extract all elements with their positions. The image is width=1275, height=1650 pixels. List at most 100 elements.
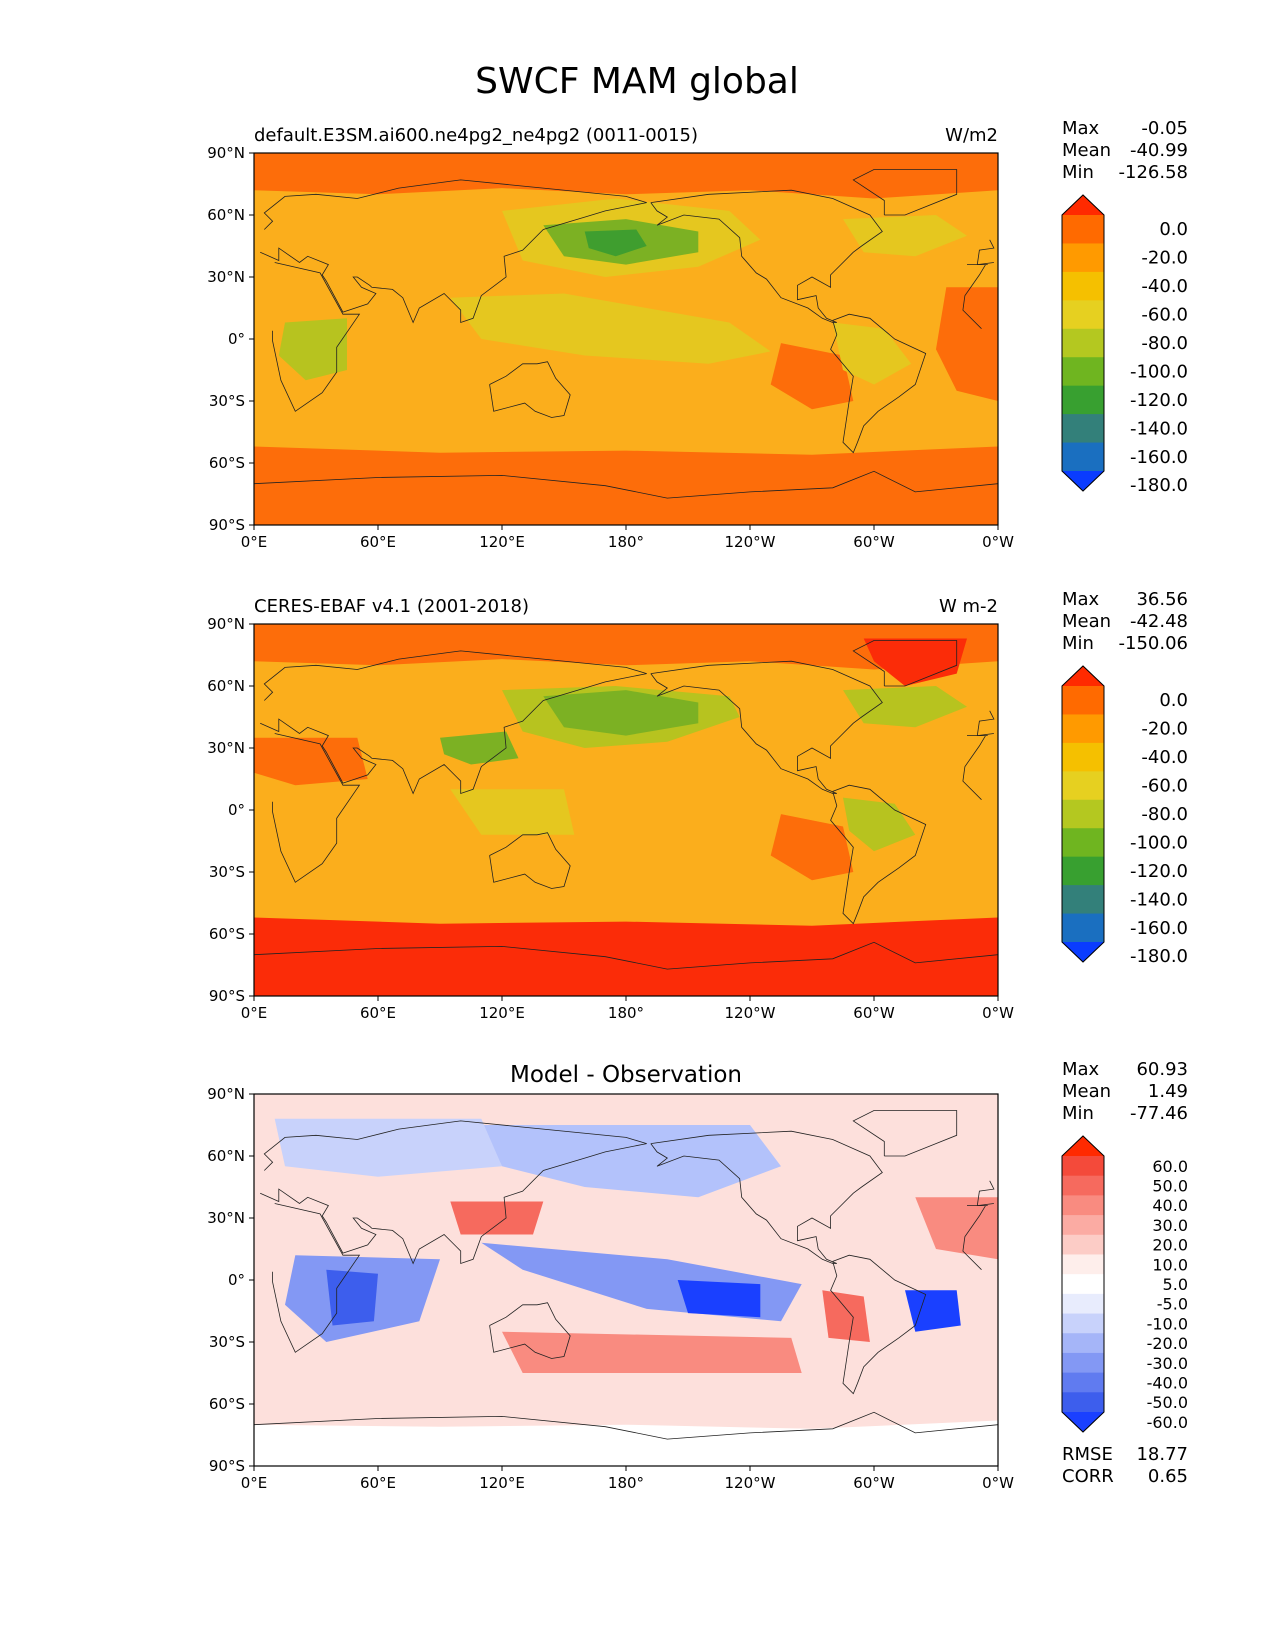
field-south-atlantic-core	[905, 1290, 961, 1332]
colorbar-segment	[1062, 271, 1104, 301]
colorbar-tick-label: 0.0	[1159, 219, 1188, 240]
x-tick-label: 60°E	[360, 1004, 396, 1022]
colorbar-tick-label: -30.0	[1147, 1354, 1188, 1373]
y-tick-label: 30°N	[207, 739, 245, 757]
y-tick-label: 90°S	[209, 1457, 245, 1475]
stat-label: Min	[1062, 633, 1094, 654]
stat-label: Min	[1062, 1103, 1094, 1124]
field-east-pacific-stratocumulus	[770, 814, 854, 881]
y-tick-label: 30°S	[209, 392, 245, 410]
colorbar-outline	[1061, 665, 1105, 963]
stat-label: Min	[1062, 162, 1094, 183]
colorbar-tick-label: -140.0	[1130, 418, 1188, 439]
stat-value: -0.05	[1141, 118, 1188, 139]
colorbar-tick-label: 50.0	[1152, 1177, 1188, 1196]
colorbar-tick-label: -140.0	[1130, 889, 1188, 910]
colorbar-outline	[1061, 1135, 1105, 1433]
y-tick-label: 90°N	[207, 1085, 245, 1103]
coastline	[254, 1411, 998, 1440]
y-tick-label: 30°S	[209, 1333, 245, 1351]
coastline	[489, 1302, 571, 1359]
field-tropical-pacific	[450, 293, 771, 364]
colorbar-tick-label: -60.0	[1141, 305, 1188, 326]
colorbar-tick-label: -5.0	[1157, 1295, 1188, 1314]
colorbar-tick-label: 10.0	[1152, 1255, 1188, 1274]
x-tick-label: 120°W	[725, 1004, 776, 1022]
x-tick-label: 180°	[608, 1474, 644, 1492]
y-tick-label: 0°	[228, 1271, 245, 1289]
coastline	[852, 1110, 958, 1157]
coastline	[260, 650, 995, 795]
coastline	[852, 640, 958, 687]
colorbar-segment	[1062, 771, 1104, 801]
x-tick-label: 0°W	[982, 533, 1014, 551]
y-tick-label: 60°N	[207, 677, 245, 695]
colorbar-segment	[1062, 1313, 1104, 1334]
colorbar-tick-label: -20.0	[1141, 719, 1188, 740]
x-tick-label: 120°E	[479, 1474, 525, 1492]
coastline	[489, 361, 571, 418]
stat-value: -42.48	[1130, 611, 1188, 632]
field-arctic-band	[254, 624, 998, 670]
colorbar-segment	[1062, 1254, 1104, 1275]
coastline	[260, 1120, 995, 1265]
coastline	[650, 660, 883, 794]
panels-container: default.E3SM.ai600.ne4pg2_ne4pg2 (0011-0…	[207, 118, 1188, 1492]
colorbar-segment	[1062, 1215, 1104, 1236]
colorbar-segment	[1062, 1333, 1104, 1354]
field-peru-positive	[822, 1290, 870, 1342]
colorbar-tick-label: 60.0	[1152, 1157, 1188, 1176]
field-africa-negative-core	[326, 1269, 378, 1326]
field-central-africa-cloud	[278, 318, 347, 381]
y-tick-label: 90°S	[209, 987, 245, 1005]
y-tick-label: 60°S	[209, 454, 245, 472]
y-tick-label: 90°S	[209, 516, 245, 534]
map-area	[254, 624, 998, 996]
colorbar-tick-label: 30.0	[1152, 1216, 1188, 1235]
colorbar-segment	[1062, 686, 1104, 715]
colorbar-tick-label: -60.0	[1141, 776, 1188, 797]
colorbar-tick-label: 40.0	[1152, 1196, 1188, 1215]
panel-3: Model - Observation 90°N 60°N 30°N 0° 30°S 60°…	[207, 1059, 1188, 1492]
stat-value: 60.93	[1136, 1059, 1188, 1080]
colorbar-tick-label: -20.0	[1141, 248, 1188, 269]
field-greenland-ice	[863, 638, 967, 686]
colorbar-segment	[1062, 1392, 1104, 1413]
colorbar-extend-bottom	[1062, 1412, 1104, 1432]
stat-label: Mean	[1062, 611, 1111, 632]
stat-label: Mean	[1062, 1081, 1111, 1102]
extra-stat-value: 0.65	[1148, 1466, 1188, 1487]
field-east-china-positive	[450, 1201, 544, 1235]
colorbar-segment	[1062, 442, 1104, 472]
colorbar-segment	[1062, 414, 1104, 444]
colorbar-tick-label: -160.0	[1130, 918, 1188, 939]
colorbar-tick-label: -80.0	[1141, 333, 1188, 354]
colorbar-tick-label: -180.0	[1130, 475, 1188, 496]
x-tick-label: 60°E	[360, 1474, 396, 1492]
field-eurasia-negative	[274, 1118, 502, 1177]
stat-value: -126.58	[1119, 162, 1188, 183]
field-maritime-continent	[450, 789, 575, 835]
y-tick-label: 60°N	[207, 206, 245, 224]
colorbar-segment	[1062, 1372, 1104, 1393]
x-tick-label: 0°E	[241, 533, 268, 551]
x-tick-label: 0°E	[241, 1474, 268, 1492]
extra-stat-value: 18.77	[1136, 1444, 1188, 1465]
x-tick-label: 0°W	[982, 1474, 1014, 1492]
x-tick-label: 0°E	[241, 1004, 268, 1022]
coastline	[254, 470, 998, 499]
coastline	[852, 169, 958, 216]
field-china-cloud	[440, 731, 519, 765]
colorbar-segment	[1062, 742, 1104, 772]
panel-1: default.E3SM.ai600.ne4pg2_ne4pg2 (0011-0…	[207, 118, 1188, 551]
stat-value: 1.49	[1148, 1081, 1188, 1102]
colorbar-segment	[1062, 385, 1104, 415]
colorbar-segment	[1062, 799, 1104, 829]
colorbar-tick-label: -160.0	[1130, 447, 1188, 468]
field-north-atlantic-cloud	[843, 215, 967, 257]
colorbar-segment	[1062, 328, 1104, 358]
colorbar-segment	[1062, 856, 1104, 886]
colorbar-segment	[1062, 913, 1104, 943]
y-tick-label: 90°N	[207, 144, 245, 162]
